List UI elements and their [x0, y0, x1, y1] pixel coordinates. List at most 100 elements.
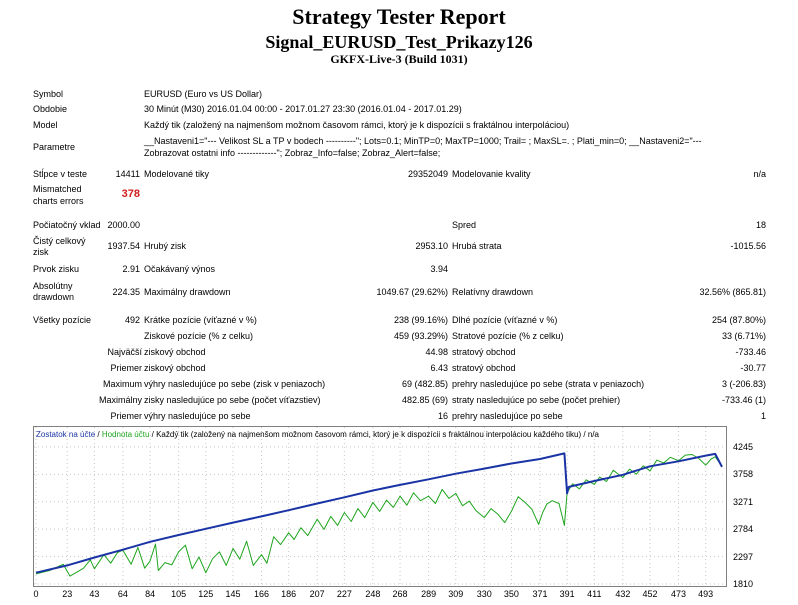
period-label: Obdobie — [33, 104, 68, 114]
x-tick-label: 64 — [117, 589, 128, 599]
largest-profit-label: ziskový obchod — [144, 347, 206, 357]
legend-balance: Zostatok na účte — [36, 430, 96, 439]
short-label: Krátke pozície (víťazné v %) — [144, 315, 257, 325]
mismatch-label-2: charts errors — [33, 196, 84, 206]
legend-equity: Hodnota účtu — [101, 430, 150, 439]
spread-label: Spred — [452, 220, 477, 230]
netprofit-label-2: zisk — [33, 247, 49, 257]
model-label: Model — [33, 120, 58, 130]
average-label: Priemer — [110, 363, 142, 373]
absdd-label-2: drawdown — [33, 292, 75, 302]
legend-separator-2: / — [149, 430, 157, 439]
page-title: Strategy Tester Report — [292, 4, 506, 29]
average-loss-value: -30.77 — [740, 363, 766, 373]
payoff-value: 3.94 — [430, 264, 448, 274]
legend-separator-1: / — [95, 430, 102, 439]
max-consecutive-losses-label: prehry nasledujúce po sebe (strata v pen… — [452, 379, 645, 389]
legend-model: Každý tik (založený na najmenšom možnom … — [156, 430, 582, 439]
x-tick-label: 493 — [698, 589, 714, 599]
netprofit-label-1: Čistý celkový — [33, 236, 86, 246]
bars-label: Stĺpce v teste — [33, 169, 88, 179]
netprofit-value: 1937.54 — [107, 241, 140, 251]
params-line-1: __Nastaveni1="--- Velikost SL a TP v bod… — [144, 136, 702, 146]
average-consecutive-label: Priemer — [110, 411, 142, 421]
grossprofit-label: Hrubý zisk — [144, 241, 187, 251]
x-tick-label: 105 — [171, 589, 187, 599]
x-tick-label: 84 — [145, 589, 156, 599]
x-tick-label: 350 — [503, 589, 519, 599]
maxdd-value: 1049.67 (29.62%) — [376, 287, 448, 297]
average-consecutive-wins-label: výhry nasledujúce po sebe — [144, 411, 251, 421]
average-consecutive-losses-value: 1 — [760, 411, 766, 421]
period-value: 30 Minút (M30) 2016.01.04 00:00 - 2017.0… — [144, 104, 462, 114]
total-trades-label: Všetky pozície — [33, 315, 92, 325]
max-consecutive-wins-label: výhry nasledujúce po sebe (zisk v peniaz… — [144, 379, 326, 389]
bars-value: 14411 — [115, 169, 140, 179]
params-line-2: Zobrazovat ostatni info -------------"; … — [144, 148, 441, 158]
chart-plot-area — [34, 427, 726, 586]
ticks-label: Modelované tiky — [144, 169, 210, 179]
reldd-label: Relatívny drawdown — [452, 287, 534, 297]
quality-value: n/a — [753, 169, 766, 179]
symbol-value: EURUSD (Euro vs US Dollar) — [144, 89, 263, 99]
quality-label: Modelovanie kvality — [452, 169, 531, 179]
x-tick-label: 391 — [559, 589, 575, 599]
loss-trades-label: Stratové pozície (% z celku) — [452, 331, 564, 341]
deposit-label: Počiatočný vklad — [33, 220, 101, 230]
build-info: GKFX-Live-3 (Build 1031) — [330, 52, 468, 66]
x-tick-label: 186 — [281, 589, 297, 599]
y-tick-label: 1810 — [733, 579, 754, 589]
params-label: Parametre — [33, 142, 76, 152]
balance-chart — [33, 426, 727, 587]
x-tick-label: 452 — [642, 589, 658, 599]
model-value: Každý tik (založený na najmenšom možnom … — [144, 120, 570, 130]
x-tick-label: 473 — [671, 589, 687, 599]
average-profit-value: 6.43 — [430, 363, 448, 373]
maximal-profit-value: 482.85 (69) — [401, 395, 448, 405]
maxdd-label: Maximálny drawdown — [144, 287, 231, 297]
x-tick-label: 207 — [309, 589, 325, 599]
average-profit-label: ziskový obchod — [144, 363, 206, 373]
x-tick-label: 371 — [532, 589, 548, 599]
maximal-loss-label: straty nasledujúce po sebe (počet prehie… — [452, 395, 621, 405]
x-tick-label: 289 — [421, 589, 437, 599]
x-tick-label: 309 — [448, 589, 464, 599]
largest-loss-value: -733.46 — [735, 347, 766, 357]
long-value: 254 (87.80%) — [711, 315, 766, 325]
grossprofit-value: 2953.10 — [415, 241, 448, 251]
largest-profit-value: 44.98 — [425, 347, 448, 357]
y-tick-label: 3271 — [733, 496, 754, 507]
mismatch-label-1: Mismatched — [33, 184, 82, 194]
average-consecutive-wins-value: 16 — [437, 411, 448, 421]
x-tick-label: 166 — [253, 589, 269, 599]
average-consecutive-losses-label: prehry nasledujúce po sebe — [452, 411, 563, 421]
profit-trades-label: Ziskové pozície (% z celku) — [144, 331, 254, 341]
average-loss-label: stratový obchod — [452, 363, 516, 373]
x-tick-label: 145 — [225, 589, 241, 599]
chart-legend: Zostatok na účte / Hodnota účtu / Každý … — [36, 430, 599, 440]
short-value: 238 (99.16%) — [393, 315, 448, 325]
y-tick-label: 4245 — [733, 441, 754, 452]
loss-trades-value: 33 (6.71%) — [721, 331, 766, 341]
max-consecutive-wins-value: 69 (482.85) — [401, 379, 448, 389]
profit-trades-value: 459 (93.29%) — [393, 331, 448, 341]
x-tick-label: 411 — [587, 589, 602, 599]
grossloss-value: -1015.56 — [730, 241, 766, 251]
y-tick-label: 2297 — [733, 551, 754, 562]
payoff-label: Očakávaný výnos — [144, 264, 216, 274]
absdd-value: 224.35 — [112, 287, 140, 297]
report-subtitle: Signal_EURUSD_Test_Prikazy126 — [265, 32, 533, 52]
deposit-value: 2000.00 — [107, 220, 140, 230]
long-label: Dlhé pozície (víťazné v %) — [452, 315, 558, 325]
x-tick-label: 227 — [336, 589, 352, 599]
equity-line — [35, 454, 723, 577]
symbol-label: Symbol — [33, 89, 64, 99]
grossloss-label: Hrubá strata — [452, 241, 502, 251]
x-tick-label: 43 — [89, 589, 100, 599]
total-trades-value: 492 — [124, 315, 140, 325]
absdd-label-1: Absolútny — [33, 281, 73, 291]
largest-label: Najväčší — [107, 347, 142, 357]
ticks-value: 29352049 — [407, 169, 448, 179]
balance-line — [35, 452, 723, 574]
x-tick-label: 125 — [198, 589, 214, 599]
